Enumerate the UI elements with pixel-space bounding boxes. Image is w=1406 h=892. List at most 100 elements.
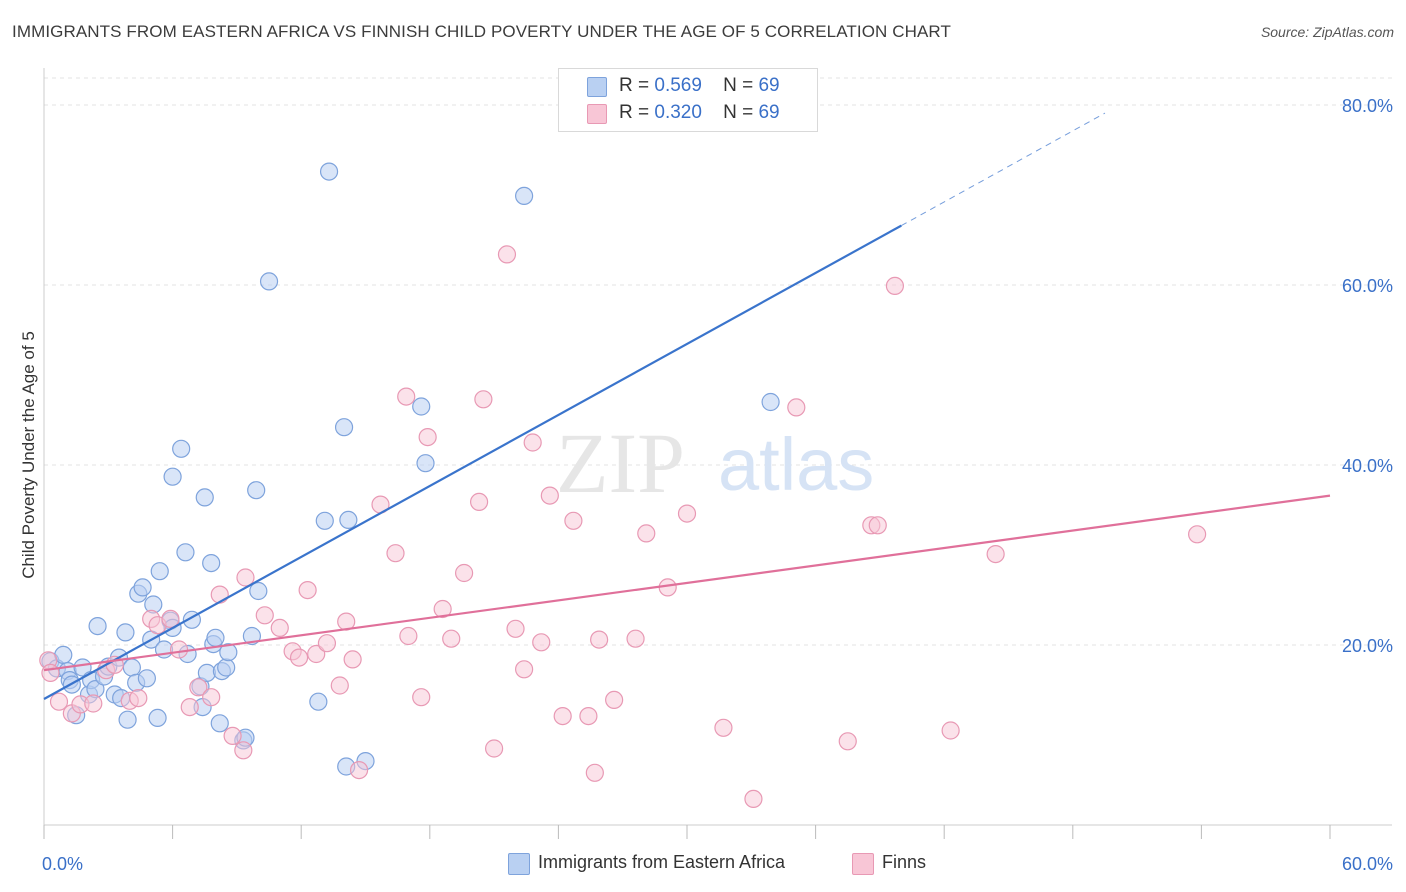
data-point-finns bbox=[532, 633, 551, 652]
data-point-finns bbox=[585, 763, 604, 782]
data-point-finns bbox=[564, 511, 583, 530]
data-point-eastern-africa bbox=[88, 616, 107, 636]
bottom-legend-label: Finns bbox=[882, 852, 927, 872]
bottom-legend-swatch-blue bbox=[508, 853, 530, 875]
data-point-finns bbox=[469, 492, 489, 511]
legend-n-label: N = bbox=[723, 75, 754, 96]
data-point-eastern-africa bbox=[309, 692, 328, 711]
data-point-finns bbox=[298, 580, 317, 600]
trendline-eastern-africa-extension bbox=[901, 112, 1106, 227]
data-point-eastern-africa bbox=[137, 669, 156, 688]
data-point-finns bbox=[189, 678, 208, 697]
data-point-finns bbox=[317, 634, 337, 653]
trend-lines bbox=[43, 112, 1331, 700]
data-point-eastern-africa bbox=[206, 628, 225, 647]
bottom-legend-label: Immigrants from Eastern Africa bbox=[538, 852, 786, 872]
data-point-finns bbox=[485, 739, 504, 758]
data-point-eastern-africa bbox=[247, 481, 266, 500]
chart-title: IMMIGRANTS FROM EASTERN AFRICA VS FINNIS… bbox=[12, 22, 951, 41]
data-point-finns bbox=[330, 676, 349, 695]
data-point-finns bbox=[41, 663, 60, 683]
data-point-finns bbox=[885, 276, 905, 295]
data-point-finns bbox=[442, 629, 461, 648]
data-point-finns bbox=[605, 690, 624, 710]
data-point-eastern-africa bbox=[176, 543, 195, 562]
legend-n-label: N = bbox=[723, 102, 754, 123]
legend-n-value-blue: 69 bbox=[758, 75, 780, 96]
data-point-finns bbox=[454, 563, 474, 583]
axis-ticks bbox=[43, 825, 1331, 839]
data-point-finns bbox=[838, 732, 857, 751]
data-point-eastern-africa bbox=[219, 643, 238, 662]
data-point-finns bbox=[506, 619, 525, 638]
data-point-finns bbox=[397, 387, 416, 406]
data-point-finns bbox=[714, 718, 733, 737]
data-point-finns bbox=[787, 398, 806, 417]
data-point-eastern-africa bbox=[150, 562, 169, 581]
data-point-finns bbox=[270, 618, 289, 638]
data-point-eastern-africa bbox=[334, 418, 354, 437]
data-point-finns bbox=[223, 726, 242, 746]
legend-r-value-blue: 0.569 bbox=[654, 75, 702, 96]
trendline-eastern-africa bbox=[43, 224, 902, 700]
data-point-eastern-africa bbox=[242, 626, 262, 646]
bottom-legend-swatch-pink bbox=[852, 853, 874, 875]
data-point-finns bbox=[129, 688, 148, 708]
data-point-eastern-africa bbox=[249, 581, 268, 601]
trendline-finns bbox=[43, 494, 1331, 672]
data-point-finns bbox=[161, 609, 180, 629]
data-point-finns bbox=[49, 692, 69, 711]
legend-r-label: R = bbox=[619, 75, 650, 96]
y-tick-label: 60.0% bbox=[1342, 276, 1393, 296]
data-point-eastern-africa bbox=[73, 658, 92, 677]
data-point-eastern-africa bbox=[217, 658, 236, 677]
data-point-eastern-africa bbox=[163, 467, 182, 486]
data-point-finns bbox=[579, 706, 598, 726]
data-point-finns bbox=[386, 544, 405, 563]
data-point-finns bbox=[180, 697, 199, 717]
data-point-finns bbox=[515, 660, 534, 679]
data-point-finns bbox=[236, 568, 255, 587]
data-point-finns bbox=[307, 644, 326, 664]
data-point-finns bbox=[474, 390, 493, 409]
series-finns-points bbox=[39, 245, 1207, 809]
data-point-eastern-africa bbox=[202, 553, 221, 573]
data-point-eastern-africa bbox=[148, 708, 167, 728]
legend-r-label: R = bbox=[619, 102, 650, 123]
data-point-finns bbox=[868, 516, 887, 535]
data-point-finns bbox=[637, 524, 656, 543]
data-point-eastern-africa bbox=[133, 578, 152, 597]
data-point-finns bbox=[433, 599, 452, 619]
data-point-finns bbox=[349, 760, 369, 780]
data-point-eastern-africa bbox=[761, 392, 780, 412]
data-point-finns bbox=[986, 544, 1005, 564]
legend-swatch-blue bbox=[587, 77, 607, 97]
data-point-finns bbox=[343, 650, 362, 669]
data-point-eastern-africa bbox=[412, 397, 431, 416]
data-point-eastern-africa bbox=[195, 488, 214, 507]
source-label: Source: ZipAtlas.com bbox=[1260, 24, 1394, 40]
x-tick-label: 0.0% bbox=[42, 854, 83, 874]
data-point-finns bbox=[412, 688, 431, 707]
data-point-finns bbox=[289, 648, 309, 667]
data-point-eastern-africa bbox=[416, 454, 435, 473]
legend-r-value-pink: 0.320 bbox=[654, 102, 702, 123]
data-point-finns bbox=[1188, 525, 1207, 544]
correlation-legend: R = 0.569 N = 69 R = 0.320 N = 69 bbox=[558, 68, 818, 132]
data-point-eastern-africa bbox=[172, 439, 191, 458]
data-point-finns bbox=[234, 741, 253, 760]
x-tick-label: 60.0% bbox=[1342, 854, 1393, 874]
data-point-eastern-africa bbox=[319, 162, 339, 181]
data-point-eastern-africa bbox=[259, 272, 279, 291]
data-point-finns bbox=[210, 585, 229, 604]
data-point-finns bbox=[540, 486, 559, 505]
data-point-finns bbox=[941, 721, 960, 740]
data-point-finns bbox=[553, 706, 572, 726]
y-tick-label: 80.0% bbox=[1342, 96, 1393, 116]
legend-n-value-pink: 69 bbox=[758, 102, 780, 123]
y-tick-label: 40.0% bbox=[1342, 456, 1393, 476]
data-point-finns bbox=[626, 629, 645, 648]
data-point-finns bbox=[169, 640, 189, 659]
data-point-eastern-africa bbox=[339, 510, 358, 530]
